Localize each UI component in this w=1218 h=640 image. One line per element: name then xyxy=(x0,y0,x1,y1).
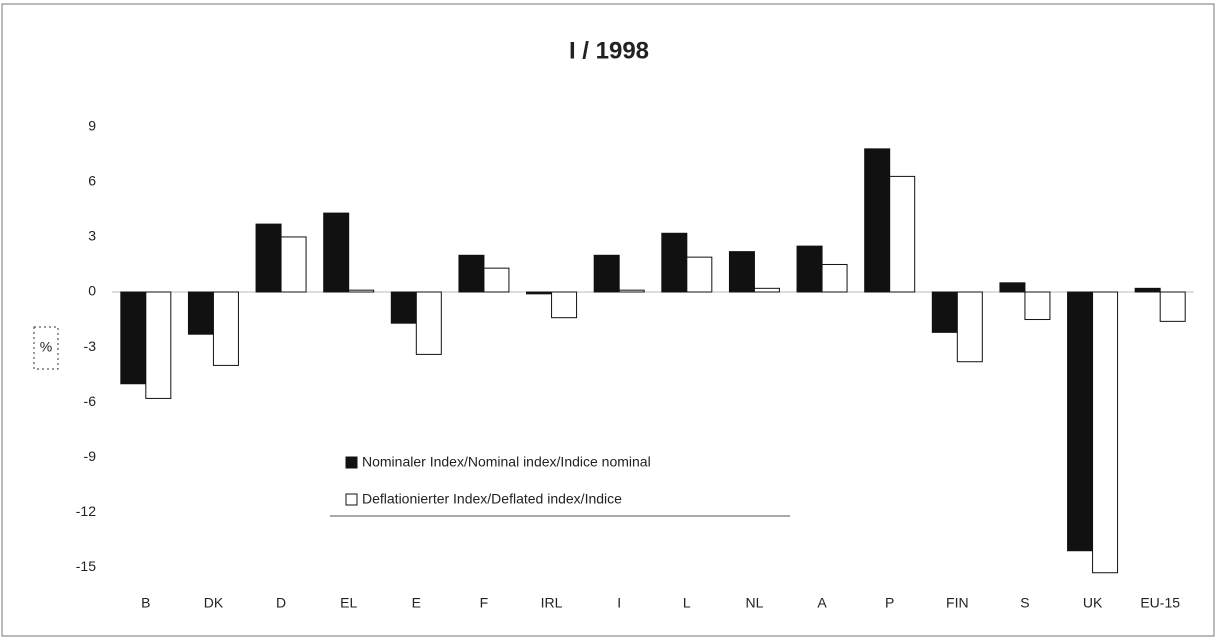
bar xyxy=(661,232,688,293)
x-tick-label: I xyxy=(617,595,621,611)
y-axis-label: % xyxy=(40,339,52,355)
bar xyxy=(415,291,442,355)
y-tick-label: 9 xyxy=(88,118,96,134)
bar xyxy=(686,256,713,293)
bar xyxy=(483,267,510,293)
x-tick-label: NL xyxy=(745,595,763,611)
y-tick-label: -9 xyxy=(84,448,97,464)
bar xyxy=(187,291,214,335)
x-tick-label: F xyxy=(480,595,489,611)
x-tick-label: S xyxy=(1020,595,1029,611)
y-tick-label: -3 xyxy=(84,338,97,354)
bar xyxy=(120,291,147,385)
bar xyxy=(1134,287,1161,293)
x-tick-label: L xyxy=(683,595,691,611)
bar xyxy=(526,291,553,295)
y-tick-label: -6 xyxy=(84,393,97,409)
legend-label: Deflationierter Index/Deflated index/Ind… xyxy=(362,491,622,507)
bar xyxy=(1067,291,1094,552)
legend-swatch xyxy=(345,493,358,506)
x-tick-label: FIN xyxy=(946,595,969,611)
bar xyxy=(999,282,1026,293)
bar xyxy=(593,254,620,293)
y-tick-label: 6 xyxy=(88,173,96,189)
bar xyxy=(821,263,848,293)
bar xyxy=(618,289,645,293)
bar xyxy=(348,289,375,293)
y-tick-label: -12 xyxy=(76,503,96,519)
bar xyxy=(390,291,417,324)
x-tick-label: EL xyxy=(340,595,357,611)
x-tick-label: EU-15 xyxy=(1140,595,1180,611)
bar xyxy=(1159,291,1186,322)
bar xyxy=(458,254,485,293)
y-tick-label: 0 xyxy=(88,283,96,299)
bar xyxy=(212,291,239,366)
x-tick-label: UK xyxy=(1083,595,1103,611)
bar xyxy=(796,245,823,293)
x-tick-label: E xyxy=(412,595,421,611)
bar xyxy=(551,291,578,319)
legend-swatch xyxy=(345,456,358,469)
y-label-box xyxy=(33,326,59,370)
bar xyxy=(280,236,307,293)
y-tick-label: 3 xyxy=(88,228,96,244)
bar xyxy=(864,148,891,293)
bar xyxy=(145,291,172,399)
bar xyxy=(323,212,350,293)
x-tick-label: D xyxy=(276,595,286,611)
bar xyxy=(1024,291,1051,321)
y-tick-label: -15 xyxy=(76,558,96,574)
bar xyxy=(889,175,916,293)
bar xyxy=(255,223,282,293)
x-tick-label: P xyxy=(885,595,894,611)
bar xyxy=(728,251,755,293)
legend-label: Nominaler Index/Nominal index/Indice nom… xyxy=(362,454,651,470)
x-tick-label: IRL xyxy=(541,595,563,611)
bar xyxy=(931,291,958,333)
frame xyxy=(1,3,1215,637)
x-tick-label: A xyxy=(817,595,827,611)
x-tick-label: B xyxy=(141,595,150,611)
bar xyxy=(956,291,983,363)
bar xyxy=(753,287,780,293)
x-tick-label: DK xyxy=(204,595,224,611)
chart-title: I / 1998 xyxy=(569,37,649,64)
bar xyxy=(1092,291,1119,574)
